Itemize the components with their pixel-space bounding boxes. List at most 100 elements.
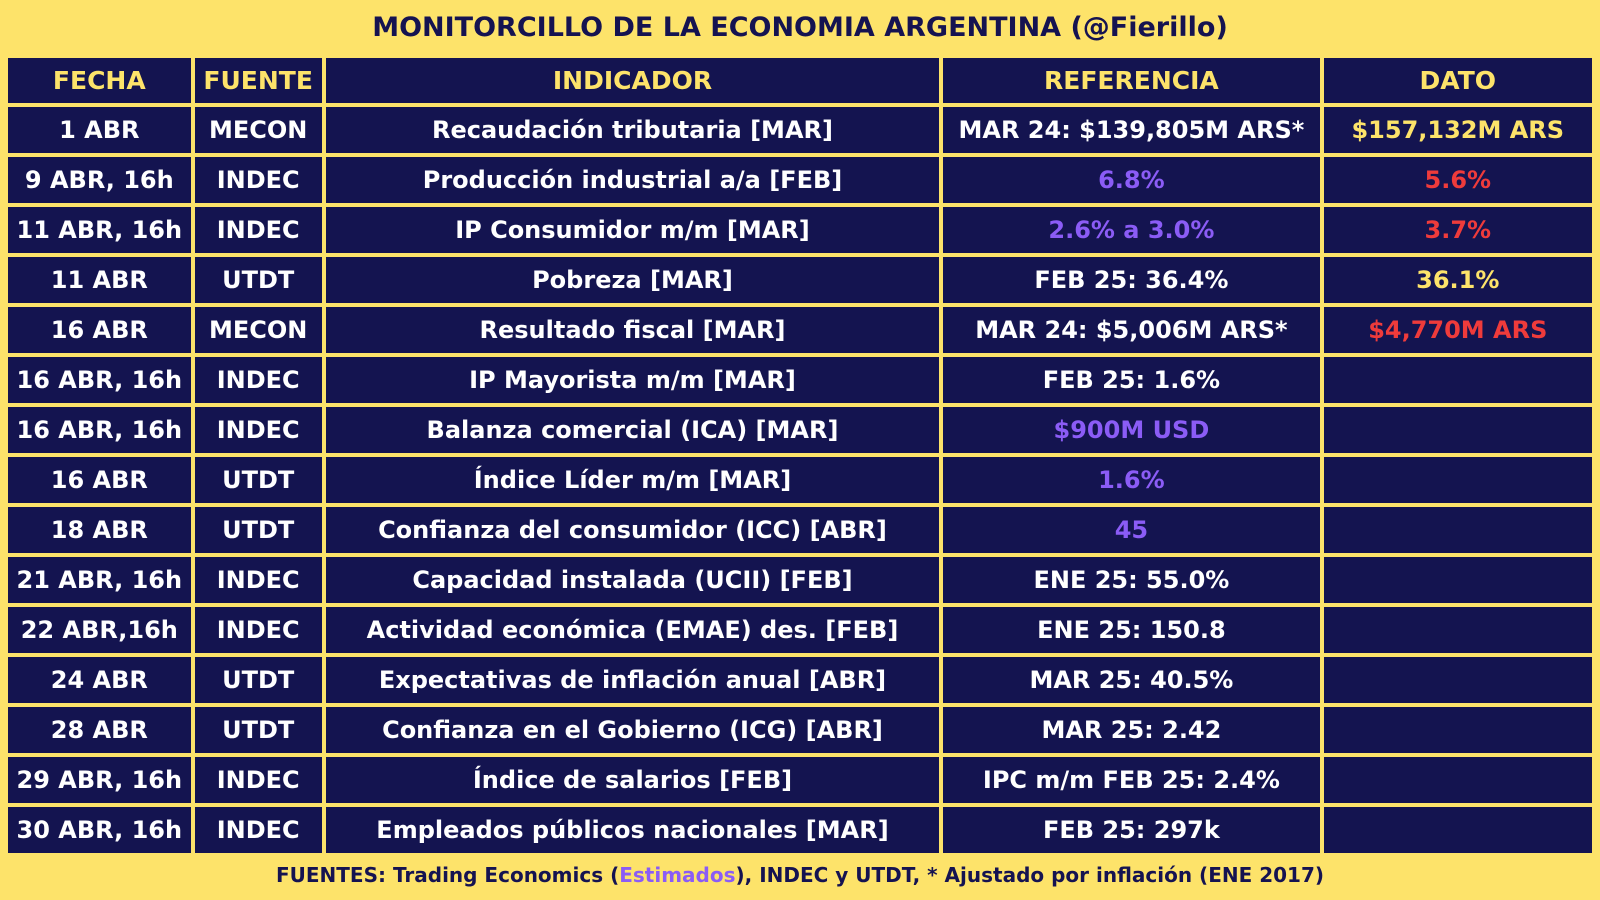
- cell-fuente: INDEC: [194, 607, 322, 653]
- cell-fecha: 16 ABR, 16h: [8, 357, 191, 403]
- cell-dato: $4,770M ARS: [1323, 307, 1592, 353]
- cell-referencia: 1.6%: [943, 457, 1320, 503]
- cell-indicador: Confianza del consumidor (ICC) [ABR]: [325, 507, 940, 553]
- cell-dato: 36.1%: [1323, 257, 1592, 303]
- cell-fuente: UTDT: [194, 457, 322, 503]
- header-indicador: INDICADOR: [325, 58, 940, 103]
- cell-referencia: 45: [943, 507, 1320, 553]
- cell-indicador: Pobreza [MAR]: [325, 257, 940, 303]
- cell-referencia: 2.6% a 3.0%: [943, 207, 1320, 253]
- table-row: 9 ABR, 16h INDEC Producción industrial a/a…: [8, 157, 1592, 203]
- header-fecha: FECHA: [8, 58, 191, 103]
- cell-fecha: 22 ABR,16h: [8, 607, 191, 653]
- cell-indicador: Balanza comercial (ICA) [MAR]: [325, 407, 940, 453]
- cell-indicador: Expectativas de inflación anual [ABR]: [325, 657, 940, 703]
- cell-fuente: INDEC: [194, 757, 322, 803]
- footer-suffix: ), INDEC y UTDT, * Ajustado por inflació…: [735, 863, 1325, 887]
- table-body: 1 ABR MECON Recaudación tributaria [MAR] MA…: [8, 107, 1592, 853]
- cell-dato: [1323, 757, 1592, 803]
- cell-indicador: Recaudación tributaria [MAR]: [325, 107, 940, 153]
- header-row: FECHA FUENTE INDICADOR REFERENCIA DATO: [8, 58, 1592, 103]
- table-header: FECHA FUENTE INDICADOR REFERENCIA DATO: [8, 58, 1592, 103]
- cell-fecha: 1 ABR: [8, 107, 191, 153]
- cell-fuente: INDEC: [194, 357, 322, 403]
- table-row: 30 ABR, 16h INDEC Empleados públicos nacio…: [8, 807, 1592, 853]
- cell-indicador: Índice Líder m/m [MAR]: [325, 457, 940, 503]
- table-row: 24 ABR UTDT Expectativas de inflación anua…: [8, 657, 1592, 703]
- cell-referencia: ENE 25: 150.8: [943, 607, 1320, 653]
- cell-dato: [1323, 607, 1592, 653]
- cell-indicador: IP Mayorista m/m [MAR]: [325, 357, 940, 403]
- cell-indicador: Resultado fiscal [MAR]: [325, 307, 940, 353]
- cell-fecha: 16 ABR: [8, 307, 191, 353]
- cell-fuente: MECON: [194, 107, 322, 153]
- economic-calendar-table: FECHA FUENTE INDICADOR REFERENCIA DATO 1…: [4, 54, 1596, 857]
- cell-dato: [1323, 707, 1592, 753]
- cell-indicador: IP Consumidor m/m [MAR]: [325, 207, 940, 253]
- table-row: 22 ABR,16h INDEC Actividad económica (EMAE…: [8, 607, 1592, 653]
- cell-referencia: MAR 24: $139,805M ARS*: [943, 107, 1320, 153]
- cell-referencia: FEB 25: 36.4%: [943, 257, 1320, 303]
- cell-fecha: 29 ABR, 16h: [8, 757, 191, 803]
- table-row: 16 ABR UTDT Índice Líder m/m [MAR] 1.6%: [8, 457, 1592, 503]
- cell-fecha: 30 ABR, 16h: [8, 807, 191, 853]
- cell-referencia: 6.8%: [943, 157, 1320, 203]
- cell-referencia: ENE 25: 55.0%: [943, 557, 1320, 603]
- cell-dato: [1323, 407, 1592, 453]
- cell-referencia: FEB 25: 297k: [943, 807, 1320, 853]
- cell-dato: [1323, 507, 1592, 553]
- table-row: 21 ABR, 16h INDEC Capacidad instalada (UCI…: [8, 557, 1592, 603]
- cell-fuente: UTDT: [194, 507, 322, 553]
- table-row: 1 ABR MECON Recaudación tributaria [MAR] MA…: [8, 107, 1592, 153]
- cell-indicador: Índice de salarios [FEB]: [325, 757, 940, 803]
- cell-indicador: Empleados públicos nacionales [MAR]: [325, 807, 940, 853]
- cell-fuente: MECON: [194, 307, 322, 353]
- table-row: 16 ABR, 16h INDEC Balanza comercial (ICA) …: [8, 407, 1592, 453]
- cell-dato: 3.7%: [1323, 207, 1592, 253]
- cell-dato: [1323, 807, 1592, 853]
- cell-fecha: 28 ABR: [8, 707, 191, 753]
- table-row: 29 ABR, 16h INDEC Índice de salarios [FEB]…: [8, 757, 1592, 803]
- cell-fuente: UTDT: [194, 257, 322, 303]
- cell-fecha: 18 ABR: [8, 507, 191, 553]
- cell-fecha: 11 ABR, 16h: [8, 207, 191, 253]
- cell-fuente: INDEC: [194, 157, 322, 203]
- table-row: 16 ABR, 16h INDEC IP Mayorista m/m [MAR] FE…: [8, 357, 1592, 403]
- cell-referencia: IPC m/m FEB 25: 2.4%: [943, 757, 1320, 803]
- header-dato: DATO: [1323, 58, 1592, 103]
- cell-indicador: Actividad económica (EMAE) des. [FEB]: [325, 607, 940, 653]
- cell-dato: $157,132M ARS: [1323, 107, 1592, 153]
- table-row: 18 ABR UTDT Confianza del consumidor (ICC)…: [8, 507, 1592, 553]
- header-referencia: REFERENCIA: [943, 58, 1320, 103]
- footer-prefix: FUENTES: Trading Economics (: [275, 863, 620, 887]
- table-row: 11 ABR UTDT Pobreza [MAR] FEB 25: 36.4% 36.1…: [8, 257, 1592, 303]
- cell-fuente: INDEC: [194, 207, 322, 253]
- cell-dato: [1323, 357, 1592, 403]
- page-title: MONITORCILLO DE LA ECONOMIA ARGENTINA (@…: [372, 12, 1228, 43]
- cell-indicador: Producción industrial a/a [FEB]: [325, 157, 940, 203]
- table-row: 11 ABR, 16h INDEC IP Consumidor m/m [MAR] 2…: [8, 207, 1592, 253]
- cell-fecha: 11 ABR: [8, 257, 191, 303]
- cell-fuente: INDEC: [194, 407, 322, 453]
- cell-referencia: MAR 25: 2.42: [943, 707, 1320, 753]
- footer-estimados: Estimados: [619, 863, 736, 887]
- cell-fecha: 16 ABR: [8, 457, 191, 503]
- cell-referencia: FEB 25: 1.6%: [943, 357, 1320, 403]
- cell-fecha: 16 ABR, 16h: [8, 407, 191, 453]
- cell-referencia: $900M USD: [943, 407, 1320, 453]
- cell-dato: 5.6%: [1323, 157, 1592, 203]
- cell-indicador: Confianza en el Gobierno (ICG) [ABR]: [325, 707, 940, 753]
- cell-fuente: INDEC: [194, 807, 322, 853]
- table-row: 28 ABR UTDT Confianza en el Gobierno (ICG)…: [8, 707, 1592, 753]
- header-fuente: FUENTE: [194, 58, 322, 103]
- cell-dato: [1323, 657, 1592, 703]
- cell-fecha: 21 ABR, 16h: [8, 557, 191, 603]
- sources-footer: FUENTES: Trading Economics (Estimados), …: [0, 858, 1600, 892]
- cell-dato: [1323, 457, 1592, 503]
- cell-dato: [1323, 557, 1592, 603]
- cell-fuente: UTDT: [194, 707, 322, 753]
- cell-fuente: UTDT: [194, 657, 322, 703]
- cell-fecha: 24 ABR: [8, 657, 191, 703]
- cell-referencia: MAR 25: 40.5%: [943, 657, 1320, 703]
- cell-fecha: 9 ABR, 16h: [8, 157, 191, 203]
